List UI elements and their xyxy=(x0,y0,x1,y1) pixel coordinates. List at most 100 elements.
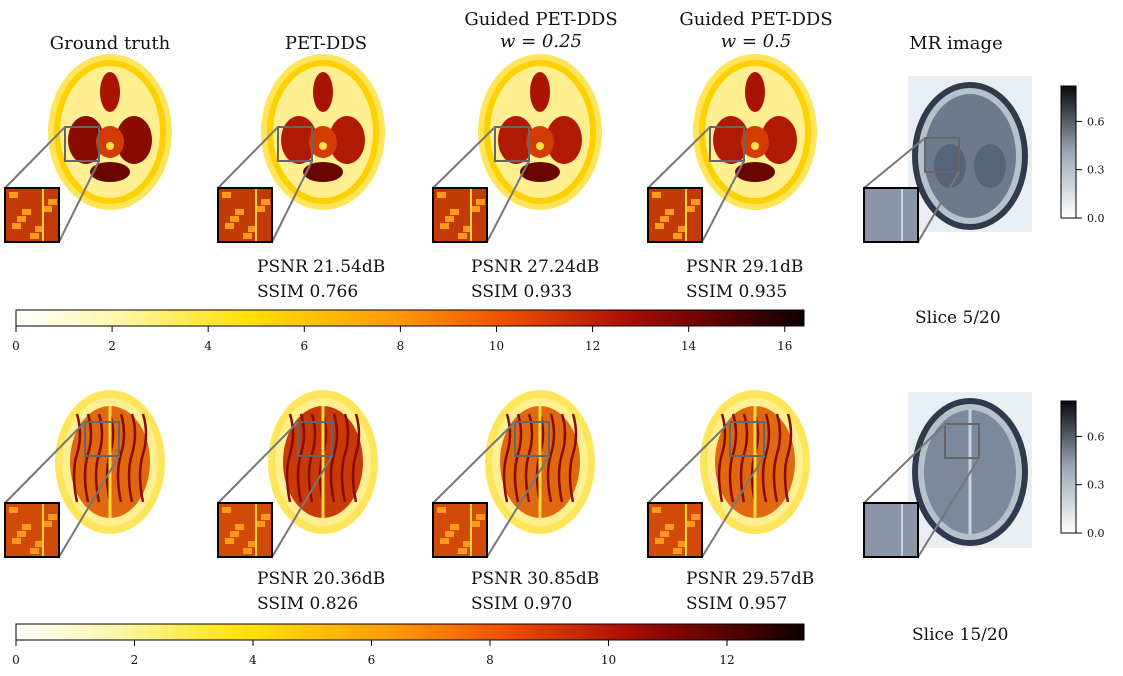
inset-texture xyxy=(222,507,231,513)
frontal-region xyxy=(745,72,765,112)
mr-colorbar-gradient xyxy=(1060,85,1077,219)
inset-texture xyxy=(256,521,265,527)
inset-texture xyxy=(471,206,480,212)
inset-texture xyxy=(437,507,446,513)
gyrus-line xyxy=(772,413,782,503)
inset-texture xyxy=(476,514,485,520)
metrics-row1-guided025: PSNR 27.24dB SSIM 0.933 xyxy=(471,257,600,302)
frontal-region xyxy=(530,72,550,112)
inset-texture xyxy=(17,216,26,222)
pet-colorbar: 0 2 4 6 8 10 12 14 16 xyxy=(12,309,805,353)
colorbar-tick-label: 10 xyxy=(489,339,504,353)
inset-texture xyxy=(691,514,700,520)
inset-border xyxy=(863,502,919,558)
zoom-connector xyxy=(4,421,120,558)
metrics-row2-petdds: PSNR 20.36dB SSIM 0.826 xyxy=(257,569,386,614)
zoom-source-box xyxy=(277,126,313,162)
zoom-source-box xyxy=(84,421,120,457)
center-spot xyxy=(751,142,759,150)
connector-line xyxy=(217,126,279,189)
inset-texture xyxy=(243,548,252,554)
temporal-lobe-right xyxy=(116,116,152,164)
inset-texture xyxy=(678,226,687,232)
zoom-connector xyxy=(647,421,765,558)
inset-texture xyxy=(235,524,244,530)
zoom-inset xyxy=(432,187,488,243)
pet-brain-image xyxy=(268,390,378,534)
inset-texture xyxy=(248,226,257,232)
gyrus-line xyxy=(717,413,727,503)
inset-border xyxy=(217,187,273,243)
cerebellum xyxy=(303,162,343,182)
inset-texture xyxy=(261,199,270,205)
center-spot xyxy=(536,142,544,150)
header-guided-05: Guided PET-DDS w = 0.5 xyxy=(679,9,833,52)
inset-texture xyxy=(43,521,52,527)
mr-colorbar: 0.0 0.3 0.6 xyxy=(1060,85,1105,225)
gyrus-line xyxy=(524,413,534,503)
inset-texture xyxy=(30,548,39,554)
pet-colorbar: 0 2 4 6 8 10 12 xyxy=(12,623,805,667)
inset-texture xyxy=(437,192,446,198)
inset-texture xyxy=(673,548,682,554)
connector-line xyxy=(4,421,86,504)
inset-texture xyxy=(48,199,57,205)
inset-fill xyxy=(864,503,918,557)
colorbar-tick-label: 0 xyxy=(12,339,20,353)
inset-texture xyxy=(660,531,669,537)
gyrus-line xyxy=(296,413,306,503)
zoom-source-box xyxy=(924,137,960,173)
colorbar-tick-label: 8 xyxy=(486,653,494,667)
zoom-inset xyxy=(217,187,273,243)
zoom-source-box xyxy=(709,126,745,162)
colorbar-tick-label: 2 xyxy=(131,653,139,667)
inset-texture xyxy=(9,192,18,198)
connector-line xyxy=(271,455,333,558)
gyrus-line xyxy=(739,413,749,503)
inset-texture xyxy=(463,226,472,232)
colorbar-tick-label: 12 xyxy=(719,653,734,667)
inset-texture xyxy=(450,524,459,530)
inset-border xyxy=(4,502,60,558)
cerebellum xyxy=(735,162,775,182)
frontal-region xyxy=(313,72,333,112)
colorbar-tick-label: 6 xyxy=(368,653,376,667)
inset-texture xyxy=(652,507,661,513)
inset-texture xyxy=(652,192,661,198)
zoom-inset xyxy=(863,502,919,558)
inset-texture xyxy=(222,192,231,198)
gyrus-line xyxy=(340,413,350,503)
inset-texture xyxy=(445,531,454,537)
connector-line xyxy=(58,160,100,243)
connector-line xyxy=(486,160,530,243)
inset-texture xyxy=(17,531,26,537)
inset-border xyxy=(432,187,488,243)
mr-colorbar-gradient xyxy=(1060,400,1077,534)
colorbar-tick-label: 6 xyxy=(300,339,308,353)
mr-colorbar-tick-label: 0.0 xyxy=(1087,212,1105,225)
inset-border xyxy=(4,187,60,243)
inset-texture xyxy=(678,541,687,547)
gyrus-line xyxy=(307,413,317,503)
zoom-connector xyxy=(863,137,960,243)
connector-line xyxy=(58,455,120,558)
inset-border xyxy=(647,187,703,243)
zoom-source-box xyxy=(944,423,980,459)
mr-temporal-left xyxy=(934,144,966,188)
inset-border xyxy=(863,187,919,243)
center-spot xyxy=(319,142,327,150)
colorbar-gradient xyxy=(15,309,805,327)
mr-colorbar-tick-label: 0.6 xyxy=(1087,430,1105,443)
zoom-connector xyxy=(647,126,745,243)
slice-label-row2: Slice 15/20 xyxy=(912,625,1009,645)
gyrus-line xyxy=(546,413,556,503)
connector-line xyxy=(432,421,516,504)
zoom-connector xyxy=(4,126,100,243)
inset-texture xyxy=(256,206,265,212)
frontal-region xyxy=(100,72,120,112)
gyrus-line xyxy=(351,413,361,503)
mr-colorbar: 0.0 0.3 0.6 xyxy=(1060,400,1105,540)
gyrus-line xyxy=(116,413,126,503)
connector-line xyxy=(917,457,980,558)
